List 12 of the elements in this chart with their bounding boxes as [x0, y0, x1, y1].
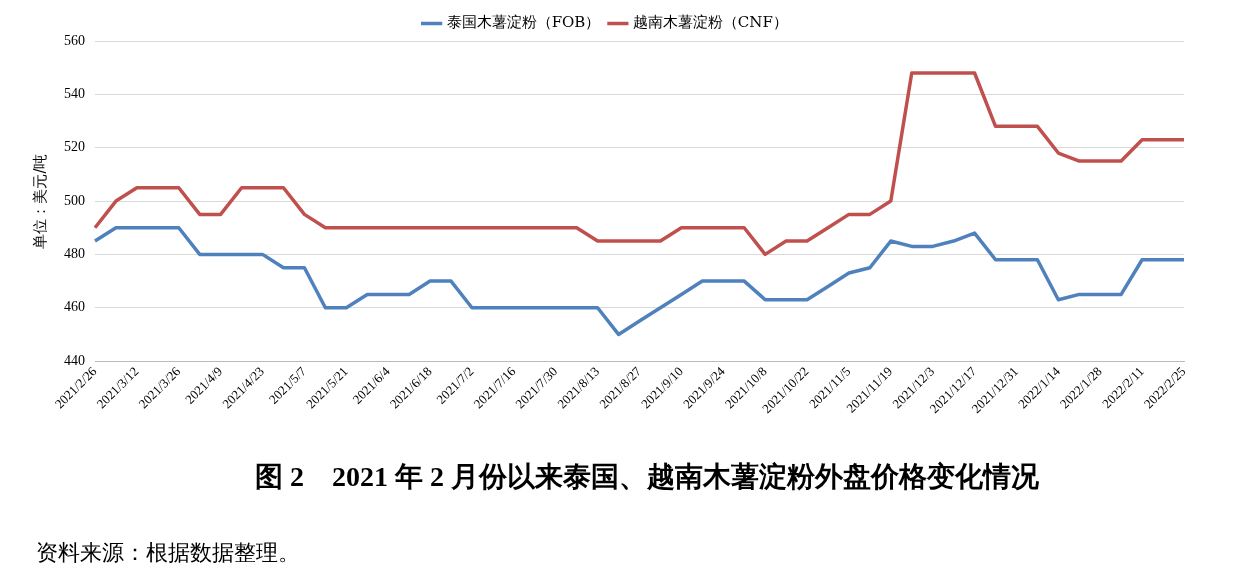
y-tick-label: 480: [64, 246, 85, 262]
y-tick-label: 500: [64, 192, 85, 208]
y-tick-label: 460: [64, 299, 85, 315]
y-tick-label: 520: [64, 139, 85, 155]
y-tick-label: 560: [64, 32, 85, 48]
legend-label: 泰国木薯淀粉（FOB）: [446, 13, 601, 32]
text: 资料来源：根据数据整理。: [36, 539, 301, 567]
legend-label: 越南木薯淀粉（CNF）: [632, 13, 788, 32]
y-tick-label: 440: [64, 352, 85, 368]
y-tick-label: 540: [64, 86, 85, 102]
text: 图 2 2021 年 2 月份以来泰国、越南木薯淀粉外盘价格变化情况: [254, 460, 1040, 494]
y-axis-title: 单位：美元/吨: [30, 153, 49, 249]
